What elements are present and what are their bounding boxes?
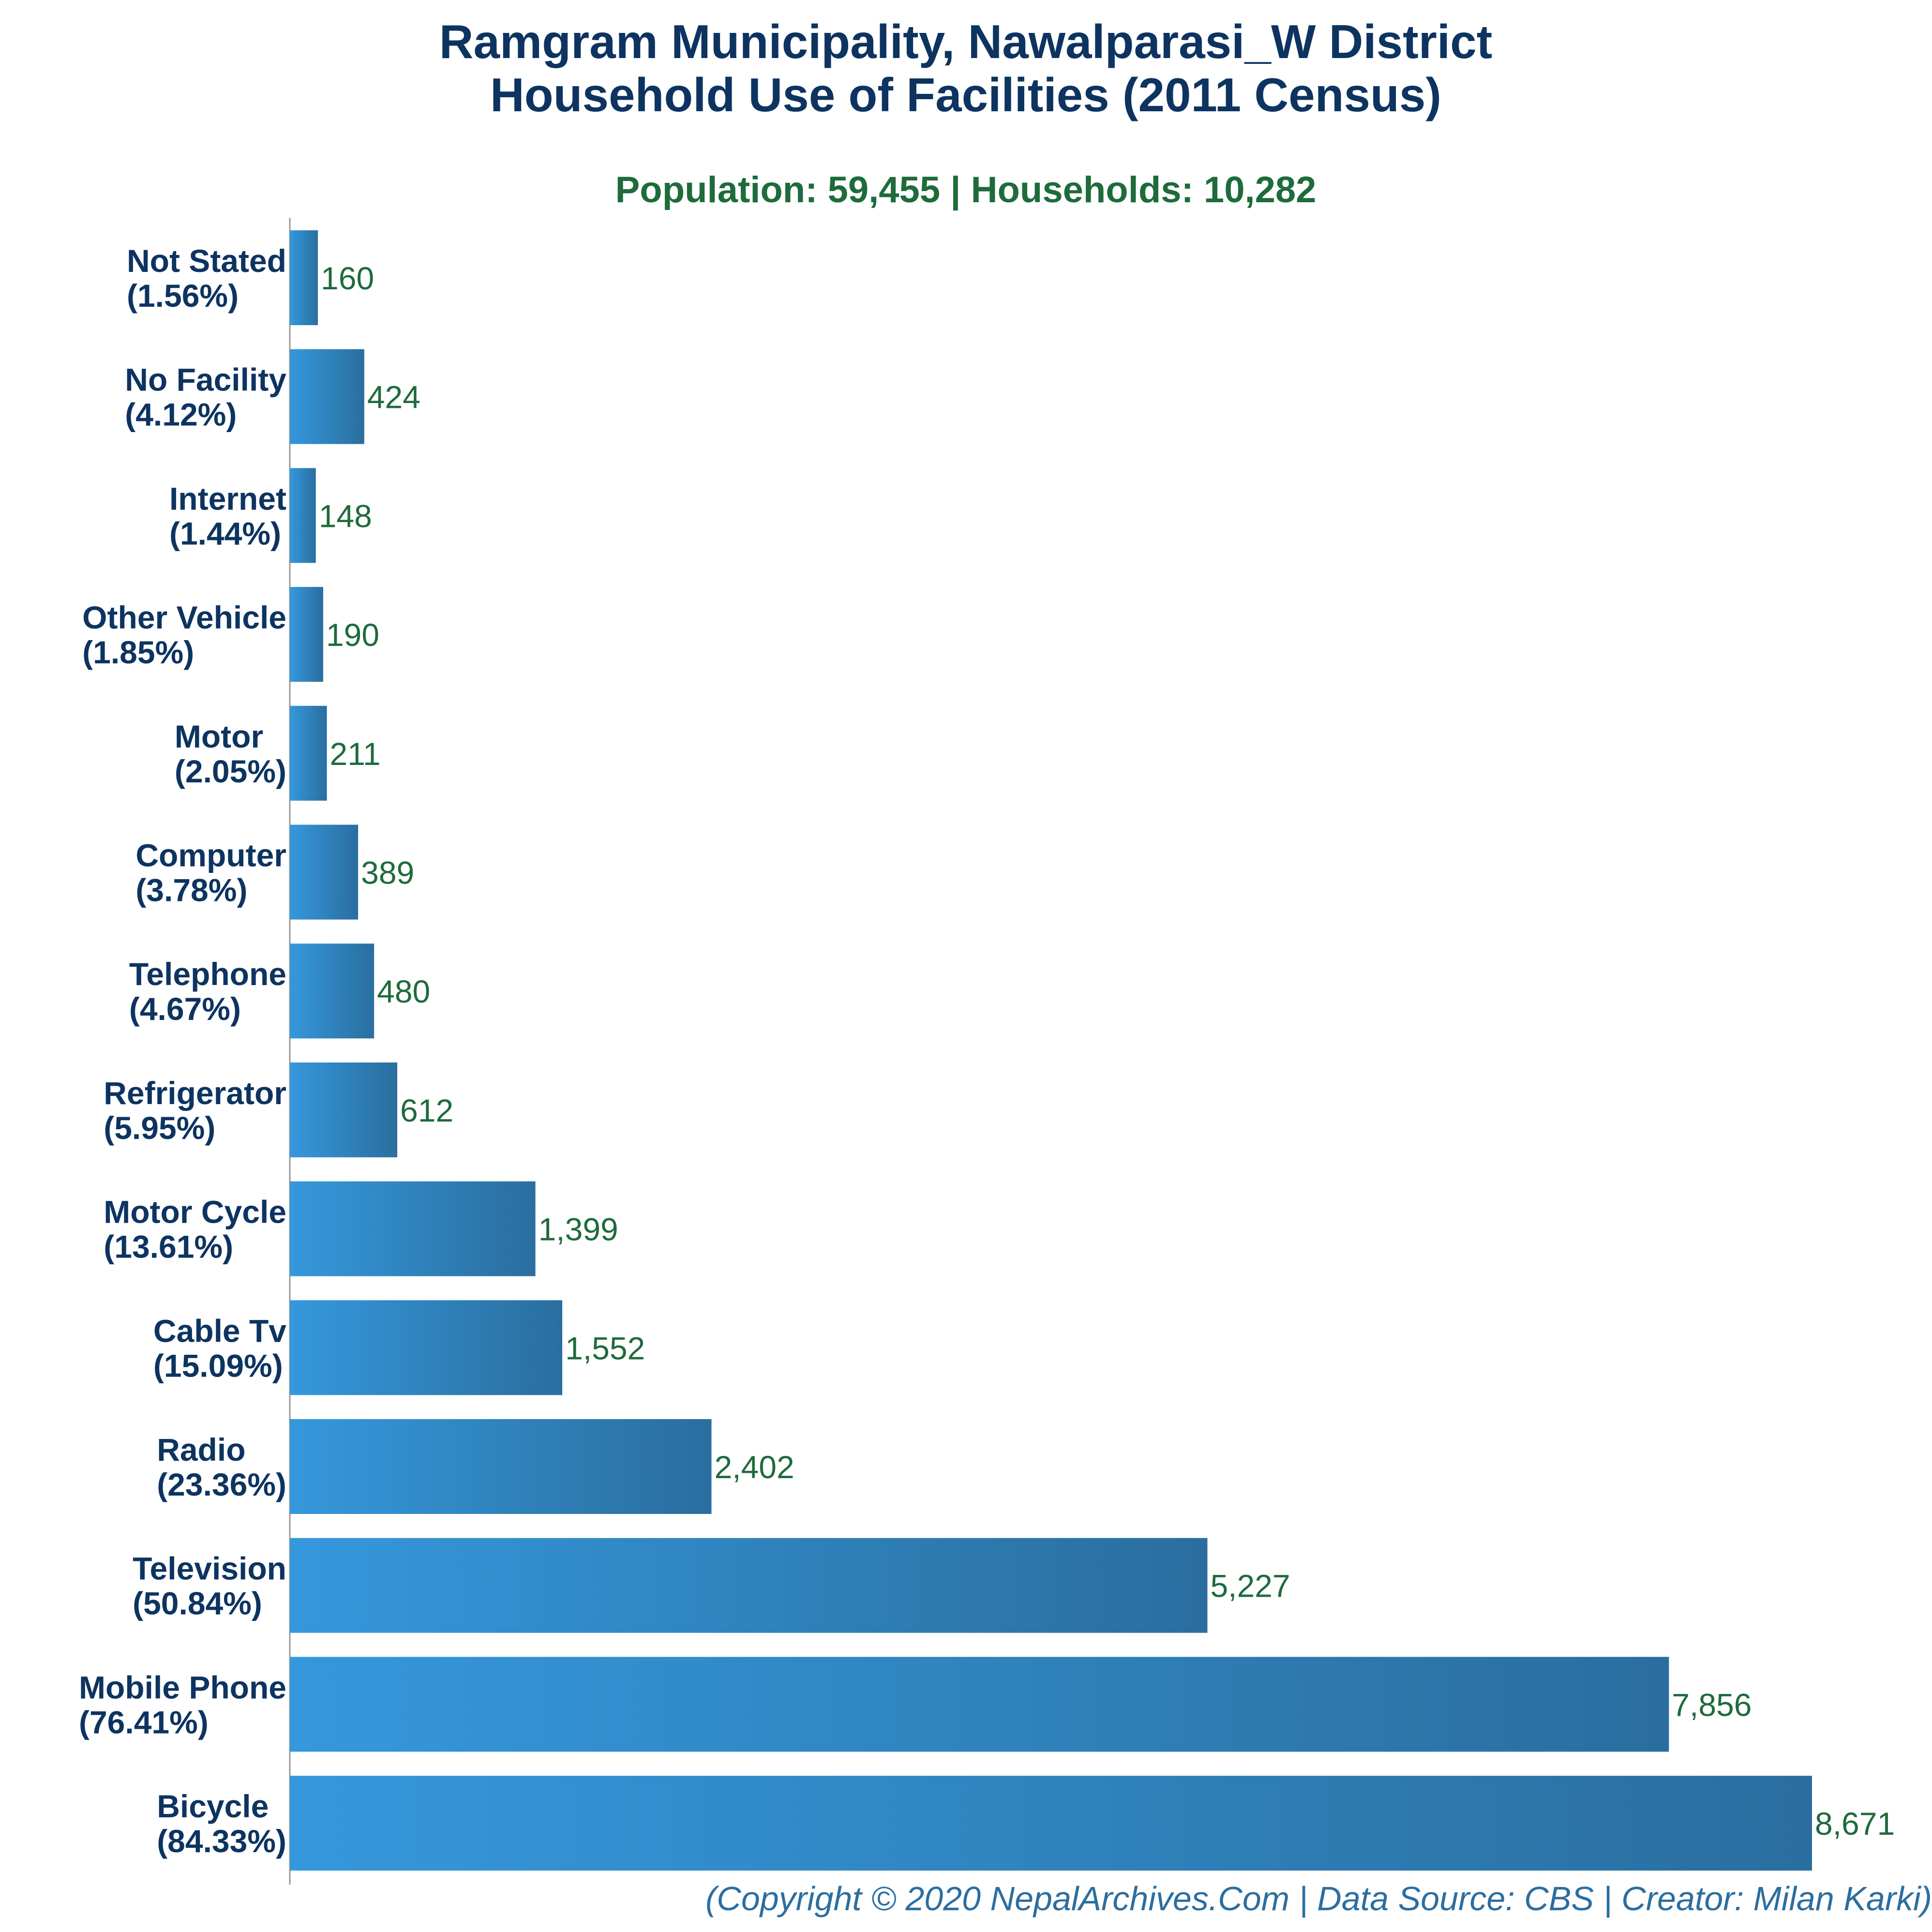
- chart-subtitle: Population: 59,455 | Households: 10,282: [615, 169, 1317, 211]
- value-label: 7,856: [1672, 1687, 1752, 1722]
- category-label: Cable Tv (15.09%): [153, 1313, 286, 1383]
- bar-cable-tv: [290, 1300, 563, 1395]
- category-percent: (13.61%): [104, 1229, 233, 1265]
- category-label: Mobile Phone (76.41%): [79, 1669, 286, 1740]
- category-percent: (1.56%): [127, 278, 239, 314]
- bar-telephone: [290, 944, 374, 1039]
- category-percent: (84.33%): [157, 1823, 286, 1859]
- category-name: Motor Cycle: [104, 1194, 286, 1230]
- category-percent: (23.36%): [157, 1467, 286, 1502]
- category-name: Radio: [157, 1432, 245, 1468]
- category-label: Radio (23.36%): [157, 1432, 286, 1502]
- bar-bicycle: [290, 1776, 1812, 1871]
- bar-motor: [290, 705, 327, 801]
- category-name: Telephone: [129, 956, 286, 992]
- category-percent: (4.12%): [125, 397, 237, 433]
- category-label: Not Stated (1.56%): [127, 243, 286, 314]
- value-label: 612: [400, 1093, 453, 1128]
- value-label: 160: [321, 260, 374, 296]
- category-name: Internet: [169, 480, 286, 516]
- value-labels-layer: 160 424 148 190 211 389 480 612 1,399 1,552 2,402 5…: [319, 260, 1895, 1842]
- category-percent: (1.85%): [82, 634, 194, 670]
- category-name: Mobile Phone: [79, 1669, 286, 1705]
- category-name: Cable Tv: [153, 1313, 286, 1348]
- bar-no-facility: [290, 349, 364, 444]
- value-label: 190: [326, 617, 379, 653]
- category-percent: (50.84%): [133, 1586, 262, 1621]
- value-label: 389: [361, 855, 414, 891]
- category-label: Motor Cycle (13.61%): [104, 1194, 286, 1265]
- category-name: Computer: [135, 838, 286, 873]
- category-label: Refrigerator (5.95%): [104, 1075, 286, 1146]
- category-label: Motor (2.05%): [175, 719, 286, 789]
- category-percent: (5.95%): [104, 1110, 215, 1146]
- value-label: 1,399: [539, 1212, 618, 1247]
- category-label: Internet (1.44%): [169, 480, 286, 551]
- category-percent: (76.41%): [79, 1704, 209, 1740]
- category-label: Telephone (4.67%): [129, 956, 286, 1027]
- category-label: Computer (3.78%): [135, 838, 286, 908]
- copyright-footer: (Copyright © 2020 NepalArchives.Com | Da…: [705, 1880, 1932, 1918]
- category-label: Bicycle (84.33%): [157, 1788, 286, 1859]
- bar-internet: [290, 468, 316, 563]
- bar-refrigerator: [290, 1062, 398, 1157]
- category-percent: (1.44%): [169, 515, 281, 551]
- category-label: No Facility (4.12%): [125, 362, 286, 433]
- value-label: 424: [367, 379, 420, 415]
- bar-computer: [290, 824, 359, 920]
- category-label: Television (50.84%): [133, 1551, 286, 1621]
- bar-motor-cycle: [290, 1181, 536, 1276]
- category-percent: (3.78%): [135, 872, 247, 908]
- value-label: 1,552: [565, 1330, 645, 1366]
- value-label: 8,671: [1815, 1806, 1895, 1842]
- bar-mobile-phone: [290, 1657, 1669, 1752]
- category-name: Not Stated: [127, 243, 286, 279]
- bar-radio: [290, 1419, 712, 1514]
- category-label: Other Vehicle (1.85%): [82, 599, 286, 670]
- category-labels-layer: Not Stated (1.56%) No Facility (4.12%) Inter…: [79, 243, 286, 1859]
- bars-layer: [290, 230, 1812, 1871]
- bar-other-vehicle: [290, 587, 323, 682]
- category-percent: (2.05%): [175, 753, 286, 789]
- bar-television: [290, 1538, 1208, 1633]
- category-name: Motor: [175, 719, 263, 754]
- category-name: Bicycle: [157, 1788, 269, 1824]
- category-name: Television: [133, 1551, 286, 1587]
- category-name: Refrigerator: [104, 1075, 286, 1111]
- value-label: 5,227: [1210, 1568, 1290, 1604]
- chart-title-line-1: Ramgram Municipality, Nawalparasi_W Dist…: [439, 15, 1493, 68]
- category-percent: (4.67%): [129, 991, 241, 1027]
- value-label: 148: [319, 498, 372, 534]
- chart-title-line-2: Household Use of Facilities (2011 Census…: [490, 68, 1441, 121]
- category-name: No Facility: [125, 362, 286, 398]
- category-name: Other Vehicle: [82, 599, 286, 635]
- value-label: 211: [330, 736, 381, 772]
- value-label: 2,402: [714, 1449, 794, 1485]
- bar-not-stated: [290, 230, 318, 325]
- category-percent: (15.09%): [153, 1348, 283, 1383]
- value-label: 480: [377, 973, 430, 1009]
